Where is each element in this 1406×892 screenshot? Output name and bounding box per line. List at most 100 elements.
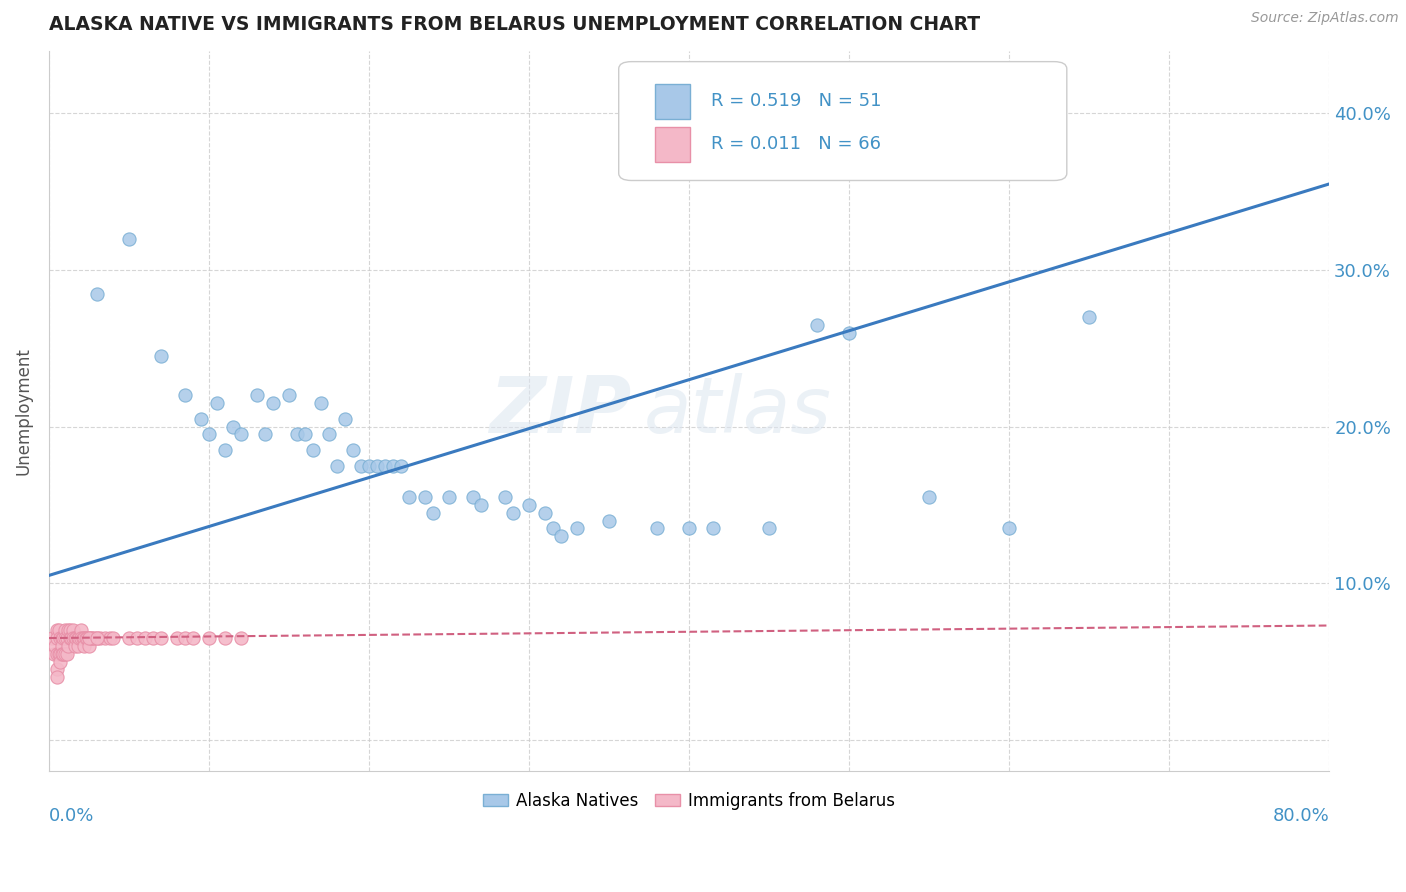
Point <box>134 631 156 645</box>
Point <box>89 631 111 645</box>
Point <box>73 631 96 645</box>
Point <box>66 631 89 645</box>
Point <box>222 419 245 434</box>
Point <box>44 639 66 653</box>
Point <box>59 631 82 645</box>
Point <box>52 647 75 661</box>
Point <box>48 647 70 661</box>
Point <box>53 624 76 638</box>
Point <box>56 624 79 638</box>
Point <box>366 458 388 473</box>
Point <box>73 639 96 653</box>
Point <box>565 521 588 535</box>
Point <box>190 412 212 426</box>
Y-axis label: Unemployment: Unemployment <box>15 347 32 475</box>
Point <box>82 631 104 645</box>
Point <box>42 647 65 661</box>
Point <box>333 412 356 426</box>
Point <box>422 506 444 520</box>
Point <box>75 631 97 645</box>
Point <box>83 631 105 645</box>
Point <box>70 631 93 645</box>
Text: Source: ZipAtlas.com: Source: ZipAtlas.com <box>1251 11 1399 25</box>
Point <box>461 490 484 504</box>
Point <box>66 639 89 653</box>
Point <box>294 427 316 442</box>
Point <box>166 631 188 645</box>
Point <box>1078 310 1101 324</box>
Point <box>342 443 364 458</box>
Point <box>86 631 108 645</box>
Point <box>55 631 77 645</box>
Point <box>49 647 72 661</box>
Point <box>46 624 69 638</box>
Point <box>550 529 572 543</box>
Point <box>48 624 70 638</box>
Point <box>350 458 373 473</box>
Point <box>51 631 73 645</box>
Point <box>758 521 780 535</box>
Point <box>62 631 84 645</box>
Point <box>63 639 86 653</box>
Point <box>46 631 69 645</box>
Point <box>278 388 301 402</box>
Point <box>70 624 93 638</box>
Point <box>806 318 828 332</box>
Point <box>51 639 73 653</box>
Point <box>65 631 87 645</box>
Point <box>382 458 405 473</box>
Point <box>302 443 325 458</box>
Point <box>72 631 94 645</box>
Point <box>246 388 269 402</box>
Point <box>998 521 1021 535</box>
Point <box>46 670 69 684</box>
Point <box>77 631 100 645</box>
Point <box>62 624 84 638</box>
Point <box>413 490 436 504</box>
Point <box>76 631 98 645</box>
Point <box>262 396 284 410</box>
Point <box>357 458 380 473</box>
Point <box>502 506 524 520</box>
Point <box>52 631 75 645</box>
Point <box>253 427 276 442</box>
Point <box>118 631 141 645</box>
Point <box>79 631 101 645</box>
Point <box>125 631 148 645</box>
Bar <box>655 128 690 161</box>
Point <box>198 631 221 645</box>
Point <box>94 631 117 645</box>
Point <box>53 631 76 645</box>
Point <box>534 506 557 520</box>
Point <box>77 631 100 645</box>
Point <box>181 631 204 645</box>
Point <box>702 521 724 535</box>
Point <box>67 631 90 645</box>
Text: 80.0%: 80.0% <box>1272 807 1329 825</box>
Point <box>645 521 668 535</box>
Point <box>77 639 100 653</box>
Text: 0.0%: 0.0% <box>49 807 94 825</box>
Point <box>318 427 340 442</box>
Point <box>214 443 236 458</box>
Point <box>150 631 173 645</box>
Point <box>214 631 236 645</box>
Point <box>101 631 124 645</box>
Point <box>205 396 228 410</box>
Point <box>51 647 73 661</box>
Point <box>142 631 165 645</box>
Text: ZIP: ZIP <box>489 373 631 449</box>
Point <box>494 490 516 504</box>
Point <box>174 631 197 645</box>
Point <box>55 647 77 661</box>
Point <box>229 631 252 645</box>
Point <box>56 639 79 653</box>
Point <box>229 427 252 442</box>
Text: atlas: atlas <box>644 373 832 449</box>
Point <box>285 427 308 442</box>
FancyBboxPatch shape <box>619 62 1067 180</box>
Legend: Alaska Natives, Immigrants from Belarus: Alaska Natives, Immigrants from Belarus <box>477 786 903 817</box>
Point <box>437 490 460 504</box>
Point <box>118 232 141 246</box>
Point <box>374 458 396 473</box>
